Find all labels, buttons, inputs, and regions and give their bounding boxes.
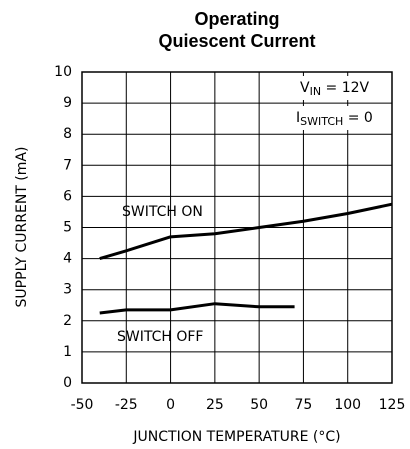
annotation-main: I <box>296 110 300 126</box>
series-label: SWITCH OFF <box>117 329 203 345</box>
y-tick-label: 9 <box>63 95 72 111</box>
y-tick-label: 5 <box>63 220 72 236</box>
x-tick-label: -25 <box>115 397 138 413</box>
y-tick-label: 3 <box>63 282 72 298</box>
plot-frame <box>81 71 393 384</box>
annotation-sub: SWITCH <box>300 115 343 128</box>
x-tick-label: 0 <box>166 397 175 413</box>
annotation-rest: = 12V <box>321 80 369 96</box>
x-tick-label: -50 <box>71 397 94 413</box>
y-tick-label: 0 <box>63 375 72 391</box>
annotation-bg <box>290 106 391 130</box>
y-tick-label: 7 <box>63 157 72 173</box>
y-axis-label: SUPPLY CURRENT (mA) <box>14 147 30 308</box>
x-axis-label: JUNCTION TEMPERATURE (°C) <box>132 429 340 445</box>
x-tick-label: 100 <box>334 397 361 413</box>
y-tick-label: 6 <box>63 188 72 204</box>
y-tick-label: 8 <box>63 126 72 142</box>
chart-title: Quiescent Current <box>158 31 315 51</box>
y-tick-label: 1 <box>63 344 72 360</box>
x-tick-label: 50 <box>250 397 268 413</box>
x-tick-label: 25 <box>206 397 224 413</box>
y-tick-label: 4 <box>63 251 72 267</box>
annotation: ISWITCH = 0 <box>296 110 373 128</box>
annotation: VIN = 12V <box>300 80 370 98</box>
chart-title: Operating <box>194 9 279 29</box>
annotation-rest: = 0 <box>343 110 373 126</box>
y-tick-label: 2 <box>63 313 72 329</box>
annotation-sub: IN <box>310 85 321 98</box>
x-tick-label: 125 <box>379 397 406 413</box>
series-line <box>99 302 295 315</box>
x-tick-label: 75 <box>295 397 313 413</box>
annotation-bg <box>294 76 391 100</box>
y-tick-label: 10 <box>54 64 72 80</box>
series-label: SWITCH ON <box>122 204 203 220</box>
series-line <box>99 202 393 261</box>
annotation-main: V <box>300 80 310 96</box>
